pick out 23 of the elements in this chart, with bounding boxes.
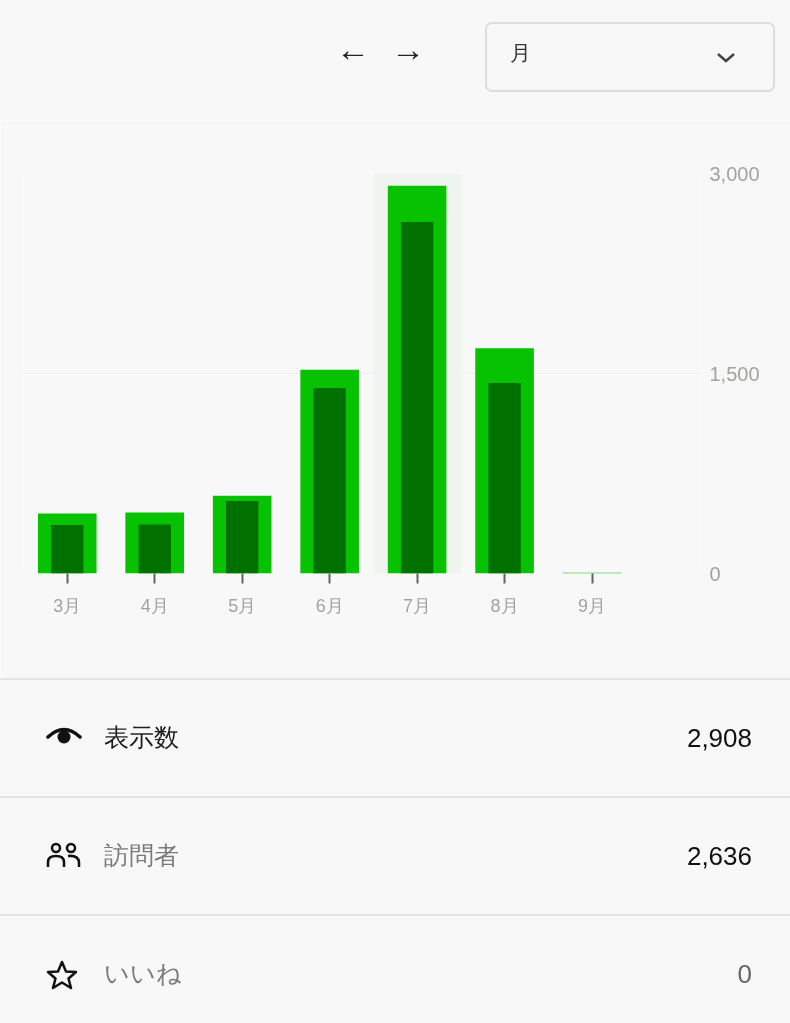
text: 月 — [510, 41, 531, 64]
text: → — [391, 30, 425, 68]
y-tick-label: 1,500 — [709, 362, 760, 385]
text: いいね — [104, 959, 182, 987]
bar — [51, 525, 84, 574]
text: ← — [336, 30, 370, 68]
x-tick-label: 3月 — [53, 595, 82, 616]
bar — [313, 388, 346, 574]
bar — [225, 501, 259, 574]
x-tick-label: 5月 — [228, 595, 257, 616]
x-tick-label: 6月 — [315, 595, 344, 616]
text: 2,908 — [686, 723, 752, 753]
bar — [488, 383, 521, 574]
x-tick-label: 4月 — [140, 595, 169, 616]
bar — [138, 524, 171, 574]
x-tick-label: 9月 — [578, 595, 607, 616]
x-tick-label: 8月 — [490, 595, 519, 616]
y-tick-label: 0 — [709, 562, 721, 585]
text: 表示数 — [104, 723, 179, 751]
text: 訪問者 — [104, 841, 179, 869]
x-tick-label: 7月 — [403, 595, 432, 616]
y-tick-label: 3,000 — [709, 162, 760, 185]
text: 2,636 — [686, 841, 752, 871]
